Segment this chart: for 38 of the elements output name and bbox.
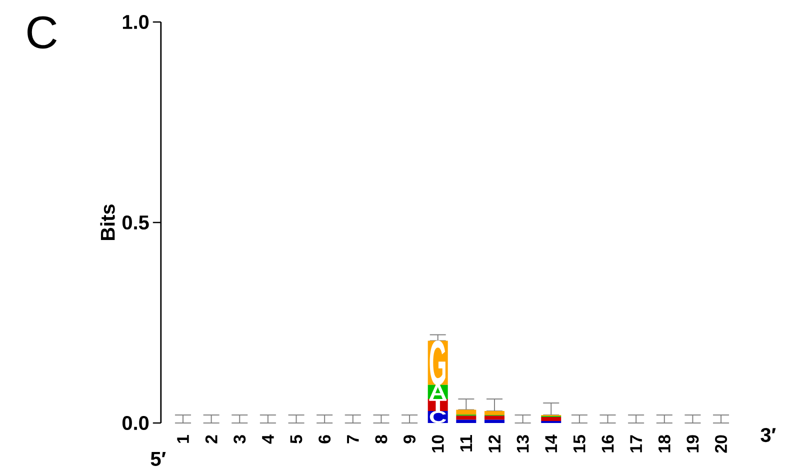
series-label: A: [429, 384, 446, 399]
x-tick-label: 10: [432, 435, 444, 452]
text: 5′: [150, 452, 166, 466]
x-tick-label: 16: [602, 435, 614, 452]
bar: [484, 410, 504, 415]
y-tick-label: 0.5: [122, 215, 149, 230]
bar: [456, 416, 476, 420]
x-tick-label: 11: [460, 434, 472, 452]
series-label: C: [430, 410, 446, 424]
bar: [456, 420, 476, 423]
x-tick-label: 2: [205, 435, 218, 444]
x-tick-label: 15: [574, 434, 586, 452]
x-tick-label: 18: [658, 435, 670, 452]
bar: [541, 416, 562, 421]
x-tick-label: 19: [686, 435, 699, 452]
series-label: T: [429, 398, 447, 411]
x-tick-label: 8: [375, 435, 388, 444]
x-tick-label: 13: [516, 435, 529, 452]
x-tick-label: 9: [404, 435, 416, 444]
y-tick-label: 1.0: [122, 14, 149, 30]
x-tick-label: 6: [318, 435, 331, 444]
x-tick-label: 14: [545, 434, 557, 452]
x-tick-label: 12: [488, 435, 500, 452]
series-label: G: [430, 340, 446, 386]
y-tick-label: 0.0: [122, 416, 149, 430]
x-tick-label: 20: [715, 435, 728, 453]
bar: [484, 420, 504, 423]
text: 3′: [760, 428, 776, 442]
x-tick-label: 5: [290, 434, 302, 444]
chart-title: C: [28, 16, 57, 49]
bar: [484, 416, 504, 420]
x-tick-label: 1: [177, 434, 189, 443]
y-axis-title: Bits: [100, 204, 115, 240]
x-tick-label: 4: [262, 434, 274, 444]
x-tick-label: 17: [630, 435, 642, 452]
x-tick-label: 3: [234, 435, 246, 444]
bar: [456, 410, 476, 415]
x-tick-label: 7: [347, 435, 359, 444]
